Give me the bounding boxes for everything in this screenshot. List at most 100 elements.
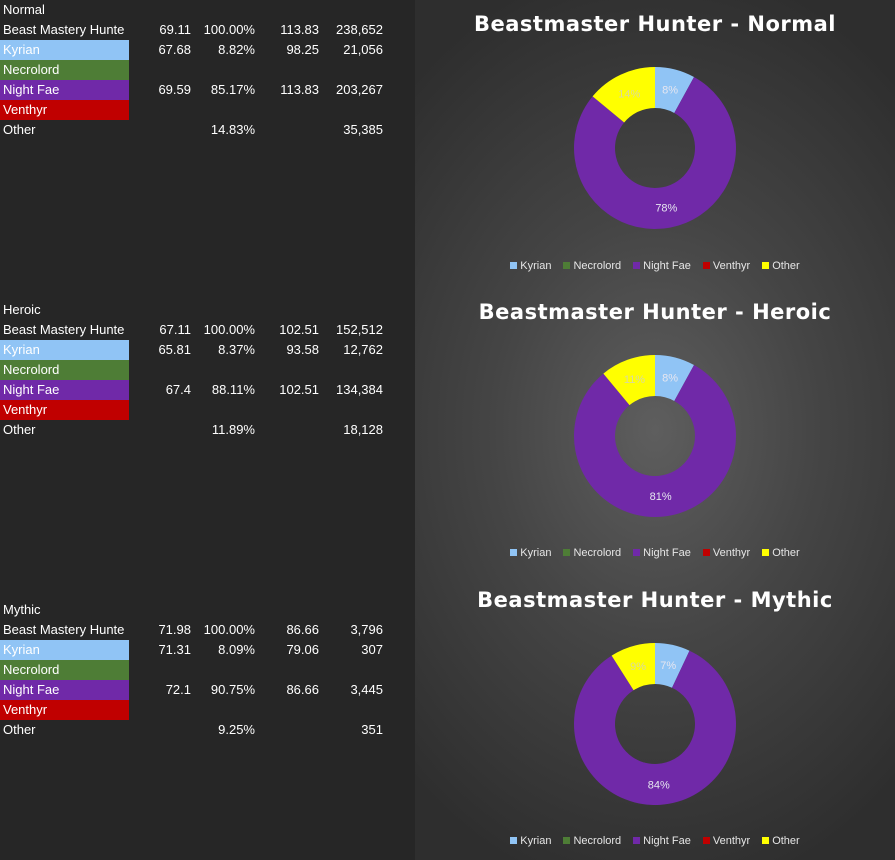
cell-value[interactable]: 113.83	[280, 82, 319, 97]
row-name[interactable]: Beast Mastery Hunte	[3, 622, 125, 637]
row-name-kyrian[interactable]: Kyrian	[0, 640, 129, 660]
legend-item[interactable]: Necrolord	[563, 547, 621, 559]
cell-value[interactable]: 102.51	[279, 382, 319, 397]
cell-count[interactable]: 18,128	[343, 422, 383, 437]
table-row[interactable]: Necrolord	[0, 660, 415, 680]
donut-slice-kyrian[interactable]	[655, 67, 695, 113]
table-row[interactable]: Kyrian 67.68 8.82% 98.25 21,056	[0, 40, 415, 60]
cell-count[interactable]: 152,512	[336, 322, 383, 337]
row-name-night-fae[interactable]: Night Fae	[0, 680, 129, 700]
donut-chart[interactable]: 8% 78% 14%	[415, 0, 895, 288]
table-row[interactable]: Beast Mastery Hunte 69.11 100.00% 113.83…	[0, 20, 415, 40]
cell-value[interactable]: 67.11	[159, 322, 191, 337]
cell-percent[interactable]: 100.00%	[203, 22, 255, 37]
row-name-other[interactable]: Other	[3, 722, 36, 737]
table-row[interactable]: Necrolord	[0, 360, 415, 380]
chart-mythic[interactable]: Beastmaster Hunter - Mythic 7% 84% 9% Kyri…	[415, 576, 895, 860]
donut-slice-other[interactable]	[592, 67, 655, 123]
table-row[interactable]: Beast Mastery Hunte 71.98 100.00% 86.66 …	[0, 620, 415, 640]
table-row[interactable]: Other 11.89% 18,128	[0, 420, 415, 440]
legend-item[interactable]: Other	[762, 260, 800, 272]
cell-value[interactable]: 86.66	[286, 622, 319, 637]
cell-percent[interactable]: 14.83%	[210, 122, 255, 137]
cell-value[interactable]: 67.4	[165, 382, 191, 397]
legend-item[interactable]: Necrolord	[563, 260, 621, 272]
cell-percent[interactable]: 9.25%	[218, 722, 255, 737]
cell-value[interactable]: 65.81	[158, 342, 191, 357]
donut-slice-kyrian[interactable]	[655, 355, 695, 401]
table-row[interactable]: Venthyr	[0, 400, 415, 420]
cell-percent[interactable]: 100.00%	[203, 322, 255, 337]
row-name-night-fae[interactable]: Night Fae	[0, 80, 129, 100]
chart-heroic[interactable]: Beastmaster Hunter - Heroic 8% 81% 11% Kyr…	[415, 288, 895, 576]
donut-slice-other[interactable]	[603, 355, 655, 406]
row-name[interactable]: Beast Mastery Hunte	[3, 22, 125, 37]
section-title[interactable]: Normal	[3, 2, 45, 17]
cell-percent[interactable]: 90.75%	[210, 682, 255, 697]
legend-item[interactable]: Night Fae	[633, 835, 691, 847]
row-name-venthyr[interactable]: Venthyr	[0, 100, 129, 120]
cell-percent[interactable]: 8.09%	[218, 642, 255, 657]
cell-count[interactable]: 35,385	[343, 122, 383, 137]
cell-count[interactable]: 3,796	[350, 622, 383, 637]
cell-percent[interactable]: 85.17%	[210, 82, 255, 97]
row-name-venthyr[interactable]: Venthyr	[0, 700, 129, 720]
cell-percent[interactable]: 11.89%	[211, 422, 255, 437]
table-row[interactable]: Venthyr	[0, 700, 415, 720]
donut-slice-other[interactable]	[611, 643, 655, 691]
row-name[interactable]: Beast Mastery Hunte	[3, 322, 125, 337]
table-row[interactable]: Other 9.25% 351	[0, 720, 415, 740]
cell-value[interactable]: 71.98	[158, 622, 191, 637]
table-row[interactable]: Kyrian 71.31 8.09% 79.06 307	[0, 640, 415, 660]
table-row[interactable]: Kyrian 65.81 8.37% 93.58 12,762	[0, 340, 415, 360]
cell-percent[interactable]: 100.00%	[203, 622, 255, 637]
cell-value[interactable]: 98.25	[286, 42, 319, 57]
donut-slice-night-fae[interactable]	[574, 365, 736, 517]
legend-item[interactable]: Kyrian	[510, 547, 551, 559]
row-name-night-fae[interactable]: Night Fae	[0, 380, 129, 400]
legend-item[interactable]: Night Fae	[633, 260, 691, 272]
table-row[interactable]: Night Fae 67.4 88.11% 102.51 134,384	[0, 380, 415, 400]
legend-item[interactable]: Kyrian	[510, 260, 551, 272]
cell-count[interactable]: 307	[361, 642, 383, 657]
section-title[interactable]: Heroic	[3, 302, 41, 317]
cell-percent[interactable]: 8.37%	[218, 342, 255, 357]
cell-value[interactable]: 67.68	[158, 42, 191, 57]
donut-slice-night-fae[interactable]	[574, 77, 736, 230]
cell-count[interactable]: 3,445	[350, 682, 383, 697]
table-row[interactable]: Beast Mastery Hunte 67.11 100.00% 102.51…	[0, 320, 415, 340]
row-name-necrolord[interactable]: Necrolord	[0, 60, 129, 80]
cell-value[interactable]: 69.11	[159, 22, 191, 37]
row-name-necrolord[interactable]: Necrolord	[0, 660, 129, 680]
legend-item[interactable]: Venthyr	[702, 547, 750, 559]
cell-count[interactable]: 12,762	[343, 342, 383, 357]
legend-item[interactable]: Kyrian	[510, 835, 551, 847]
cell-value[interactable]: 69.59	[158, 82, 191, 97]
legend-item[interactable]: Venthyr	[702, 260, 750, 272]
cell-value[interactable]: 102.51	[279, 322, 319, 337]
row-name-kyrian[interactable]: Kyrian	[0, 40, 129, 60]
section-title[interactable]: Mythic	[3, 602, 41, 617]
donut-slice-night-fae[interactable]	[574, 650, 736, 805]
donut-chart[interactable]: 7% 84% 9%	[415, 576, 895, 860]
cell-count[interactable]: 134,384	[336, 382, 383, 397]
row-name-other[interactable]: Other	[3, 422, 36, 437]
cell-count[interactable]: 21,056	[343, 42, 383, 57]
table-row[interactable]: Venthyr	[0, 100, 415, 120]
cell-value[interactable]: 93.58	[286, 342, 319, 357]
cell-percent[interactable]: 8.82%	[218, 42, 255, 57]
cell-value[interactable]: 79.06	[286, 642, 319, 657]
cell-value[interactable]: 72.1	[165, 682, 191, 697]
chart-normal[interactable]: Beastmaster Hunter - Normal 8% 78% 14% Kyr…	[415, 0, 895, 288]
cell-count[interactable]: 203,267	[336, 82, 383, 97]
table-row[interactable]: Other 14.83% 35,385	[0, 120, 415, 140]
table-row[interactable]: Necrolord	[0, 60, 415, 80]
row-name-necrolord[interactable]: Necrolord	[0, 360, 129, 380]
legend-item[interactable]: Other	[762, 547, 800, 559]
row-name-kyrian[interactable]: Kyrian	[0, 340, 129, 360]
legend-item[interactable]: Necrolord	[563, 835, 621, 847]
cell-value[interactable]: 86.66	[286, 682, 319, 697]
donut-chart[interactable]: 8% 81% 11%	[415, 288, 895, 576]
legend-item[interactable]: Venthyr	[702, 835, 750, 847]
legend-item[interactable]: Night Fae	[633, 547, 691, 559]
